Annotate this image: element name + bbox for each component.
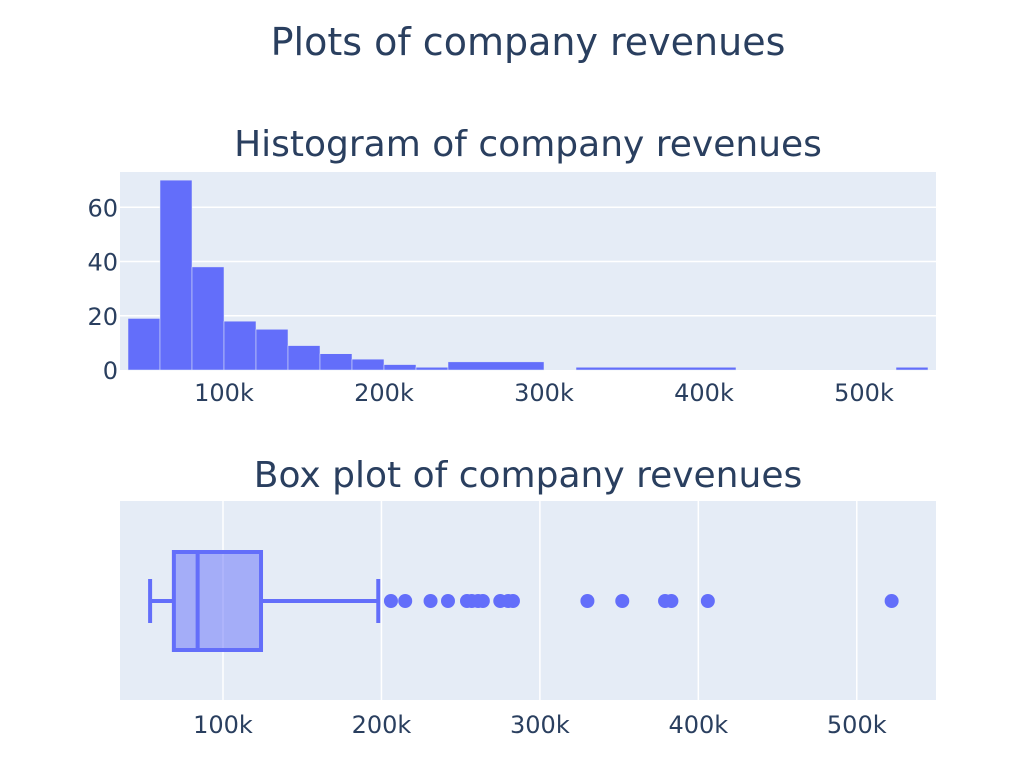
- boxplot-x-tick-label: 200k: [352, 711, 412, 739]
- histogram-x-tick-label: 400k: [674, 379, 734, 407]
- histogram-bar: [895, 367, 929, 371]
- histogram-bar: [191, 266, 225, 371]
- boxplot-x-tick-label: 300k: [510, 711, 570, 739]
- boxplot-x-tick-label: 400k: [668, 711, 728, 739]
- histogram-y-tick-label: 60: [87, 194, 118, 222]
- boxplot-outlier-point: [398, 594, 413, 608]
- histogram-bar: [319, 353, 353, 371]
- boxplot-outlier-point: [700, 594, 715, 608]
- histogram-y-tick-label: 40: [87, 249, 118, 277]
- histogram-x-tick-label: 200k: [354, 379, 414, 407]
- boxplot-outlier-point: [440, 594, 455, 608]
- histogram-bar: [447, 361, 545, 371]
- histogram-x-tick-label: 500k: [834, 379, 894, 407]
- histogram-bar: [287, 345, 321, 371]
- boxplot-box: [171, 550, 264, 652]
- boxplot-x-tick-label: 100k: [193, 711, 253, 739]
- boxplot-plot: 100k 200k 300k 400k 500k: [120, 501, 936, 739]
- histogram-y-tick-label: 0: [103, 357, 118, 385]
- histogram-x-tick-label: 300k: [514, 379, 574, 407]
- histogram-bar: [127, 318, 161, 371]
- figure-title: Plots of company revenues: [270, 20, 786, 64]
- histogram-bar: [223, 320, 257, 371]
- histogram-y-tick-label: 20: [87, 303, 118, 331]
- boxplot-outlier-point: [580, 594, 595, 608]
- histogram-bar: [255, 329, 289, 371]
- histogram-bar: [159, 179, 193, 371]
- boxplot-outlier-point: [615, 594, 630, 608]
- histogram-bar: [351, 358, 385, 371]
- histogram-bar: [575, 367, 737, 371]
- boxplot-outlier-point: [884, 594, 899, 608]
- boxplot-x-tick-label: 500k: [827, 711, 887, 739]
- histogram-title: Histogram of company revenues: [234, 124, 822, 165]
- boxplot-outlier-point: [423, 594, 438, 608]
- boxplot-outlier-point: [505, 594, 520, 608]
- histogram-bar: [383, 364, 417, 371]
- histogram-plot: 0 20 40 60 100k 200k 300k 400k 500k: [87, 172, 936, 407]
- boxplot-outlier-point: [664, 594, 679, 608]
- histogram-x-tick-label: 100k: [194, 379, 254, 407]
- boxplot-outlier-point: [383, 594, 398, 608]
- boxplot-outlier-point: [475, 594, 490, 608]
- boxplot-title: Box plot of company revenues: [253, 455, 803, 496]
- histogram-bar: [415, 367, 449, 371]
